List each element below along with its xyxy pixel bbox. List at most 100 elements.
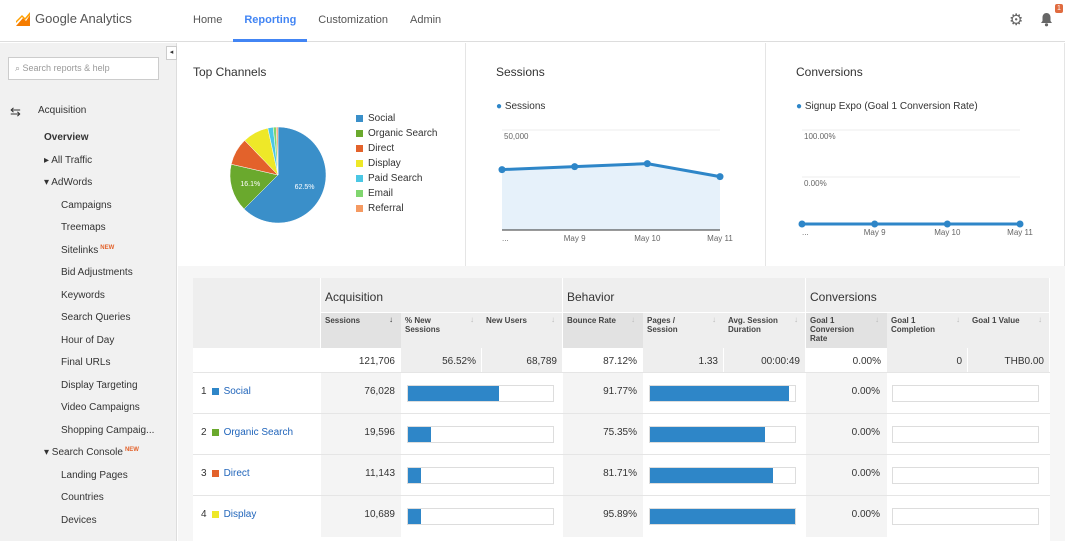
sidebar-section-acquisition[interactable]: Acquisition bbox=[38, 105, 87, 116]
column-header[interactable]: Sessions bbox=[325, 316, 361, 325]
legend-item: Paid Search bbox=[356, 171, 437, 186]
data-point[interactable] bbox=[571, 163, 579, 171]
channel-link[interactable]: Organic Search bbox=[223, 427, 294, 438]
channels-table: Acquisition Behavior Conversions Sessions ↓%… bbox=[193, 278, 1050, 541]
total-value: 121,706 bbox=[358, 356, 395, 367]
sessions-card: Sessions ● Sessions 50,00025,000...May 9… bbox=[466, 43, 766, 266]
bar bbox=[892, 467, 1039, 484]
legend-swatch bbox=[356, 115, 363, 122]
sidebar-item[interactable]: Campaigns bbox=[61, 199, 112, 211]
data-point[interactable] bbox=[716, 173, 724, 181]
gear-icon[interactable]: ⚙ bbox=[1009, 12, 1024, 29]
pie-slice-organic-search[interactable] bbox=[229, 163, 279, 210]
sort-arrow-icon[interactable]: ↓ bbox=[551, 315, 555, 324]
logo[interactable]: Google Analytics bbox=[16, 11, 132, 26]
sort-arrow-icon[interactable]: ↓ bbox=[470, 315, 474, 324]
card-title: Conversions bbox=[796, 65, 863, 79]
sidebar-item[interactable]: Keywords bbox=[61, 289, 105, 301]
sort-arrow-icon[interactable]: ↓ bbox=[1038, 315, 1042, 324]
data-point[interactable] bbox=[871, 220, 879, 228]
nav-customization[interactable]: Customization bbox=[318, 14, 388, 26]
conv-value: 0.00% bbox=[851, 386, 880, 397]
column-header[interactable]: Goal 1 Conversion Rate bbox=[810, 316, 855, 343]
column-header[interactable]: Avg. Session Duration bbox=[728, 316, 778, 334]
cell-bg bbox=[806, 496, 887, 537]
channel-link[interactable]: Display bbox=[223, 509, 257, 520]
column-header[interactable]: Goal 1 Value bbox=[972, 316, 1020, 325]
sidebar-item[interactable]: Search Queries bbox=[61, 312, 131, 323]
total-value: 00:00:49 bbox=[761, 356, 800, 367]
sessions-value: 76,028 bbox=[364, 386, 395, 397]
total-value: 0 bbox=[956, 356, 962, 367]
sidebar-item[interactable]: Overview bbox=[44, 132, 89, 143]
sidebar-item[interactable]: ▾ Search Console NEW bbox=[44, 447, 139, 458]
pie-chart: 62.5% 16.1% bbox=[229, 126, 327, 224]
channel-link[interactable]: Social bbox=[223, 386, 251, 397]
column-header[interactable]: Goal 1 Completion bbox=[891, 316, 935, 334]
area-fill bbox=[502, 163, 720, 230]
acquisition-icon: ⇆ bbox=[10, 104, 21, 119]
sort-arrow-icon[interactable]: ↓ bbox=[389, 315, 393, 324]
collapse-sidebar-button[interactable]: ◂ bbox=[166, 46, 177, 60]
totals-cell bbox=[321, 348, 401, 372]
sort-arrow-icon[interactable]: ↓ bbox=[875, 315, 879, 324]
sidebar-item[interactable]: ▾ AdWords bbox=[44, 177, 93, 188]
bounce-value: 95.89% bbox=[603, 509, 637, 520]
pie-slice-referral[interactable] bbox=[275, 126, 279, 176]
data-point[interactable] bbox=[498, 166, 506, 174]
legend-item: Display bbox=[356, 156, 437, 171]
sort-arrow-icon[interactable]: ↓ bbox=[956, 315, 960, 324]
data-point[interactable] bbox=[1016, 220, 1024, 228]
nav-admin[interactable]: Admin bbox=[410, 14, 442, 26]
sort-arrow-icon[interactable]: ↓ bbox=[631, 315, 635, 324]
channel-link[interactable]: Direct bbox=[223, 468, 250, 479]
table-row: 2 Organic Search 19,596 75.35% 0.00% bbox=[193, 413, 1050, 455]
legend-swatch bbox=[356, 190, 363, 197]
sorted-bg bbox=[806, 312, 887, 348]
sidebar-item[interactable]: Treemaps bbox=[61, 222, 106, 233]
table-row: 4 Display 10,689 95.89% 0.00% bbox=[193, 495, 1050, 537]
x-tick: May 9 bbox=[864, 228, 886, 237]
channel-color-swatch bbox=[211, 388, 219, 395]
bar-fill bbox=[650, 386, 790, 401]
sort-arrow-icon[interactable]: ↓ bbox=[712, 315, 716, 324]
sidebar-item[interactable]: Bid Adjustments bbox=[61, 267, 133, 278]
cell-bg bbox=[321, 373, 401, 414]
column-header[interactable]: Bounce Rate bbox=[567, 316, 616, 325]
sidebar-item[interactable]: Landing Pages bbox=[61, 469, 128, 481]
data-point[interactable] bbox=[643, 160, 651, 168]
nav-home[interactable]: Home bbox=[193, 14, 223, 26]
sidebar-item[interactable]: Shopping Campaig... bbox=[61, 424, 155, 436]
group-title: Behavior bbox=[567, 290, 615, 304]
search-input[interactable]: ⌕ Search reports & help bbox=[8, 57, 159, 80]
bell-icon[interactable] bbox=[1040, 12, 1053, 27]
sort-arrow-icon[interactable]: ↓ bbox=[794, 315, 798, 324]
sidebar-item[interactable]: ▸ All Traffic bbox=[44, 154, 93, 166]
y-tick: 0.00% bbox=[804, 179, 827, 188]
conversions-card: Conversions ● Signup Expo (Goal 1 Conver… bbox=[766, 43, 1065, 266]
bar bbox=[649, 385, 796, 402]
nav-reporting[interactable]: Reporting bbox=[233, 0, 308, 42]
column-header[interactable]: New Users bbox=[486, 316, 527, 325]
column-header[interactable]: Pages / Session bbox=[647, 316, 678, 334]
pie-slice-social[interactable] bbox=[243, 126, 327, 224]
bar-fill bbox=[408, 509, 421, 524]
data-point[interactable] bbox=[943, 220, 951, 228]
legend-item: Organic Search bbox=[356, 126, 437, 141]
main-nav: Home Reporting Customization Admin bbox=[182, 0, 452, 42]
group-title: Acquisition bbox=[325, 290, 384, 304]
data-point[interactable] bbox=[798, 220, 806, 228]
group-title: Conversions bbox=[810, 290, 877, 304]
sidebar-item[interactable]: Devices bbox=[61, 514, 97, 526]
column-header[interactable]: % New Sessions bbox=[405, 316, 441, 334]
sidebar-item[interactable]: Display Targeting bbox=[61, 379, 138, 391]
sidebar-item[interactable]: Countries bbox=[61, 492, 104, 503]
channel-cell: 4 Display bbox=[201, 509, 257, 520]
sidebar-item[interactable]: Sitelinks NEW bbox=[61, 244, 115, 256]
sidebar-item[interactable]: Video Campaigns bbox=[61, 402, 140, 413]
totals-cell bbox=[563, 348, 643, 372]
sidebar-item[interactable]: Hour of Day bbox=[61, 334, 115, 346]
sidebar-item[interactable]: Final URLs bbox=[61, 357, 111, 368]
legend-item: Direct bbox=[356, 141, 437, 156]
